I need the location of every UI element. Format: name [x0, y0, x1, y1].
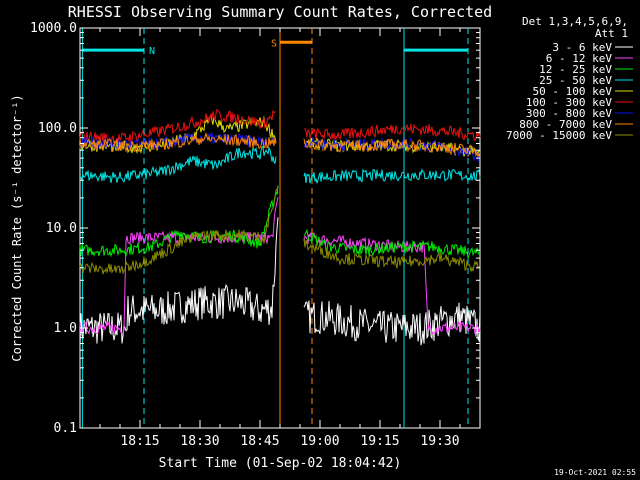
legend-entry-label: 800 - 7000 keV — [519, 118, 612, 131]
x-tick-label: 19:15 — [360, 434, 399, 449]
x-tick-label: 18:30 — [180, 434, 219, 449]
series-line — [303, 228, 481, 260]
y-tick-label: 100.0 — [38, 121, 77, 136]
legend-entry-label: 6 - 12 keV — [546, 52, 613, 65]
series-line — [303, 138, 481, 158]
series-line — [303, 300, 481, 346]
x-tick-label: 19:30 — [420, 434, 459, 449]
chart-title: RHESSI Observing Summary Count Rates, Co… — [68, 3, 492, 21]
legend-entry-label: 7000 - 15000 keV — [506, 129, 612, 142]
interval-label: S — [271, 38, 277, 49]
series-line — [303, 136, 481, 162]
y-tick-label: 1000.0 — [30, 21, 77, 36]
y-axis: 0.1 1.0 10.0 100.0 1000.0 — [30, 21, 480, 436]
x-axis: 18:15 18:30 18:45 19:00 19:15 19:30 — [79, 28, 481, 449]
series-line — [303, 237, 481, 272]
x-tick-label: 18:45 — [240, 434, 279, 449]
series-line — [79, 188, 279, 275]
series-line — [79, 197, 279, 336]
series-line — [303, 231, 481, 336]
series-line — [303, 123, 481, 142]
legend-header: Att 1 — [595, 27, 628, 40]
y-tick-label: 10.0 — [46, 221, 77, 236]
legend-entry-label: 12 - 25 keV — [539, 63, 612, 76]
series-line — [79, 217, 279, 346]
series-line — [79, 145, 277, 183]
y-tick-label: 0.1 — [54, 421, 77, 436]
interval-label: N — [149, 46, 155, 57]
legend-entry-label: 100 - 300 keV — [526, 96, 612, 109]
legend-header: Det 1,3,4,5,6,9, — [522, 15, 628, 28]
series-line — [79, 132, 277, 153]
series-line — [79, 132, 277, 150]
series-line — [303, 168, 481, 185]
y-axis-label: Corrected Count Rate (s⁻¹ detector⁻¹) — [10, 94, 24, 361]
x-axis-label: Start Time (01-Sep-02 18:04:42) — [159, 456, 402, 471]
x-tick-label: 18:15 — [120, 434, 159, 449]
y-tick-label: 1.0 — [54, 321, 77, 336]
series-line — [79, 108, 277, 147]
generated-timestamp: 19-Oct-2021 02:55 — [554, 468, 636, 477]
legend-entry-label: 50 - 100 keV — [533, 85, 613, 98]
legend-entry-label: 3 - 6 keV — [552, 41, 612, 54]
plot-area: NS — [79, 27, 481, 429]
legend-entry-label: 25 - 50 keV — [539, 74, 612, 87]
series-line — [79, 113, 277, 155]
legend-entry-label: 300 - 800 keV — [526, 107, 612, 120]
x-tick-label: 19:00 — [300, 434, 339, 449]
